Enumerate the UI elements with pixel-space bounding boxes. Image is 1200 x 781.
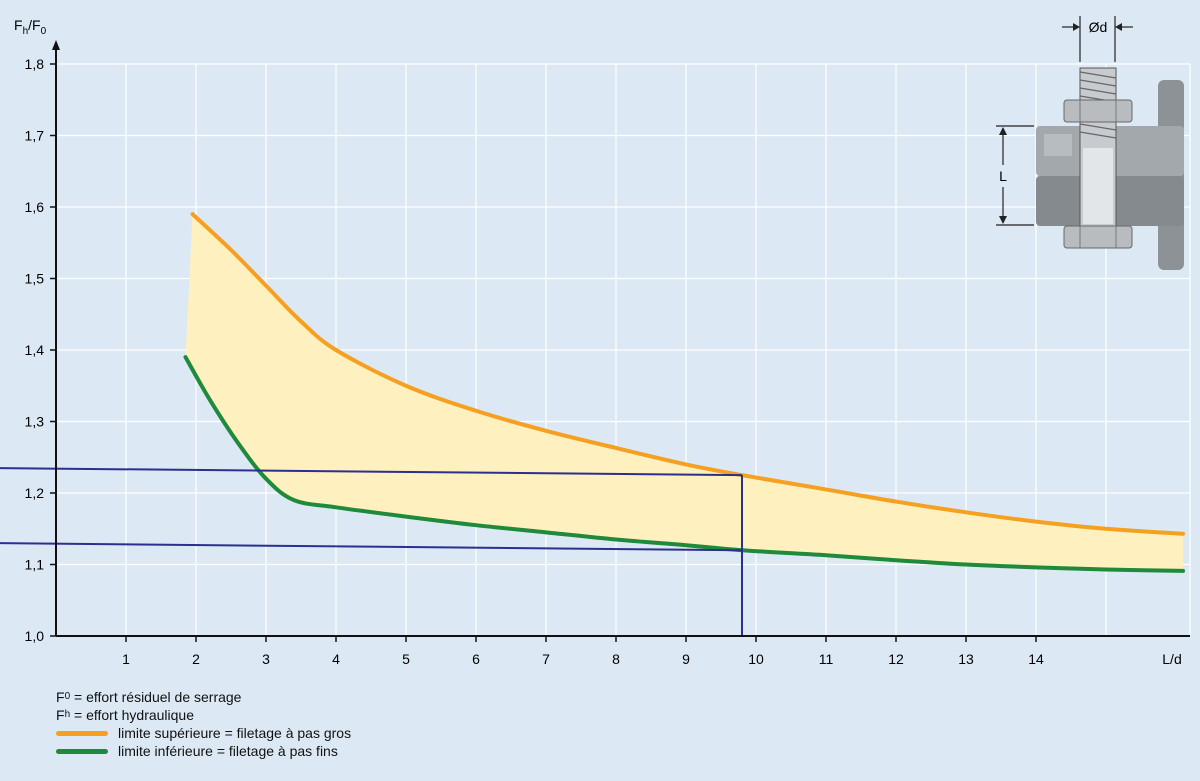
series-upper-line — [190, 212, 1185, 536]
x-tick-label: 6 — [472, 651, 480, 667]
tick-labels: 1 2 3 4 5 6 7 8 9 10 11 12 13 141,01,11,21,31,41,51,6… — [25, 56, 1044, 667]
x-tick-label: 14 — [1028, 651, 1044, 667]
x-tick-label: 2 — [192, 651, 200, 667]
band-layer — [185, 214, 1183, 571]
y-tick-label: 1,3 — [25, 414, 45, 430]
legend-swatch-upper — [56, 730, 108, 736]
series-layer — [183, 212, 1185, 573]
y-axis-arrow — [52, 40, 60, 50]
diameter-label: Ød — [1089, 19, 1108, 35]
series-lower-line — [183, 355, 1185, 573]
legend-swatch-lower — [56, 748, 108, 754]
limit-band — [185, 214, 1183, 571]
x-tick-label: 11 — [819, 651, 834, 667]
x-tick-label: 1 — [122, 651, 130, 667]
x-tick-label: 4 — [332, 651, 340, 667]
y-tick-label: 1,2 — [25, 485, 45, 501]
y-tick-label: 1,1 — [25, 557, 45, 573]
y-tick-label: 1,0 — [25, 628, 45, 644]
legend-entry-upper: limite supérieure = filetage à pas gros — [56, 724, 351, 742]
bolt-joint-illustration: Ød L — [996, 16, 1184, 270]
reference-lines — [0, 467, 743, 636]
y-tick-label: 1,5 — [25, 271, 45, 287]
y-tick-label: 1,4 — [25, 342, 45, 358]
x-tick-label: 3 — [262, 651, 270, 667]
axes — [50, 40, 1190, 642]
x-tick-label: 12 — [888, 651, 904, 667]
length-label: L — [999, 168, 1007, 184]
x-tick-label: 7 — [542, 651, 550, 667]
x-tick-label: 8 — [612, 651, 620, 667]
legend-entry-lower: limite inférieure = filetage à pas fins — [56, 742, 351, 760]
y-tick-label: 1,7 — [25, 128, 45, 144]
x-tick-label: 5 — [402, 651, 410, 667]
y-tick-label: 1,6 — [25, 199, 45, 215]
x-tick-label: 10 — [748, 651, 764, 667]
x-tick-label: 9 — [682, 651, 690, 667]
reference-line-1 — [0, 467, 743, 477]
reference-line-2 — [0, 542, 743, 552]
y-tick-label: 1,8 — [25, 56, 45, 72]
y-axis-title: Fh/F0 — [14, 17, 47, 37]
x-tick-label: 13 — [958, 651, 974, 667]
x-axis-title: L/d — [1162, 651, 1181, 667]
